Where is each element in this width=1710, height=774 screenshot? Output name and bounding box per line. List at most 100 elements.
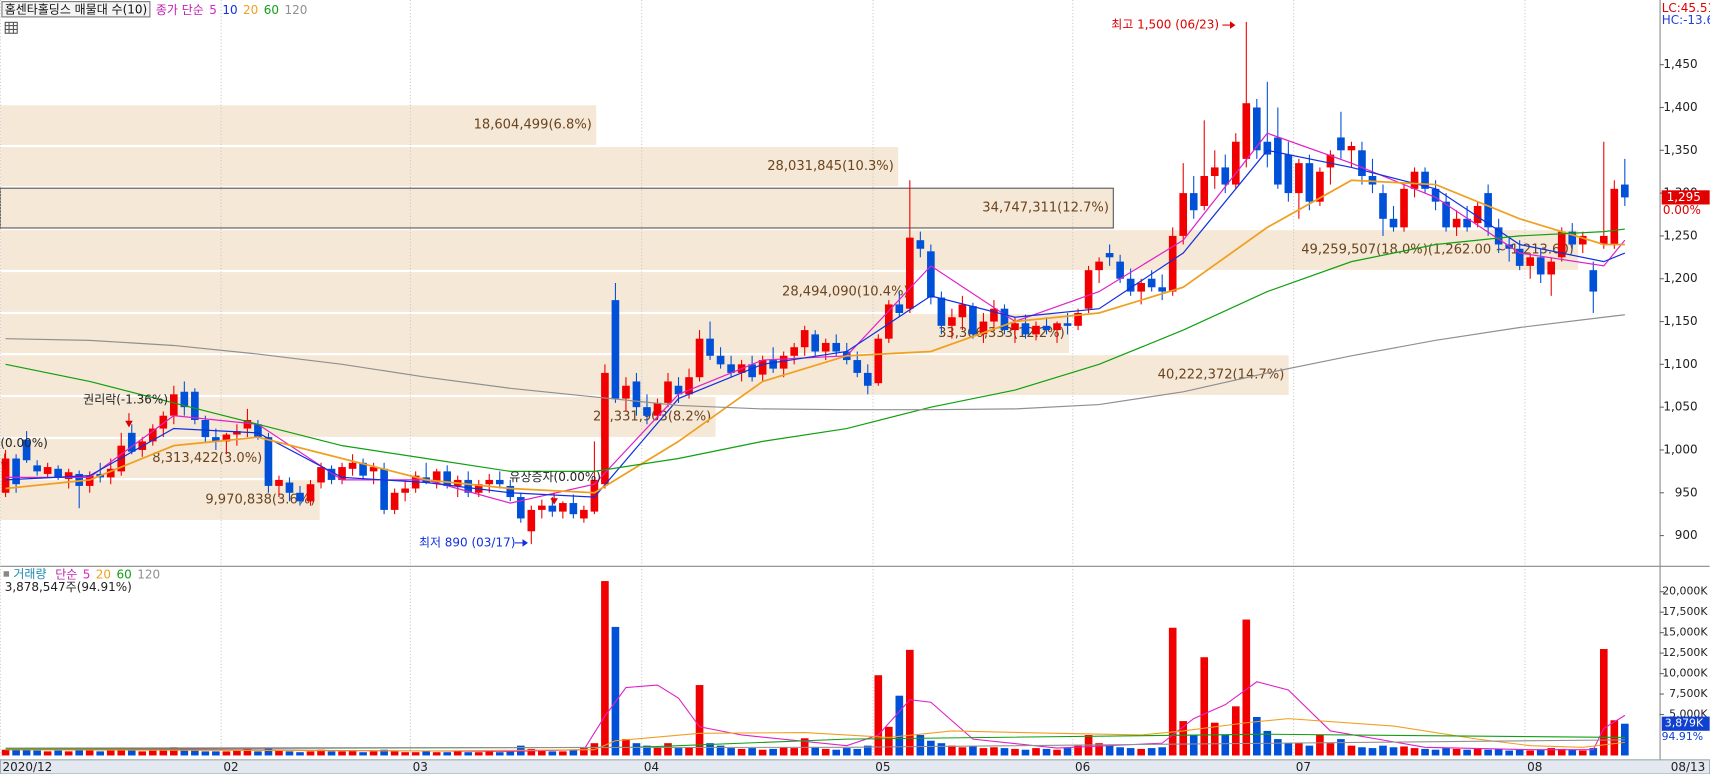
volume-bar xyxy=(1473,748,1482,756)
candle-body xyxy=(948,317,956,326)
candle-body xyxy=(748,364,756,378)
candle-body xyxy=(1599,235,1608,245)
volume-bar xyxy=(716,745,725,756)
volume-bar xyxy=(895,695,904,756)
volume-bar xyxy=(1253,716,1261,756)
volume-bar xyxy=(958,747,967,756)
volume-bar xyxy=(201,751,210,756)
candle-body xyxy=(1463,218,1471,228)
y-tick-label: 1,000 xyxy=(1663,442,1697,456)
candle-body xyxy=(821,342,830,352)
marks-layer xyxy=(1,21,1629,756)
volume-bar xyxy=(727,748,735,756)
volume-bar xyxy=(1000,748,1009,756)
candle-body xyxy=(1242,103,1251,159)
candle-body xyxy=(1578,235,1587,245)
legend-item: 20 xyxy=(96,567,111,581)
volume-bar xyxy=(170,747,178,756)
candle-body xyxy=(12,458,20,485)
y-tick-label: 15,000K xyxy=(1662,626,1708,639)
candle-body xyxy=(1105,253,1114,258)
volume-bar xyxy=(811,747,820,756)
candle-body xyxy=(937,297,946,326)
y-tick-label: 1,200 xyxy=(1663,271,1697,285)
candle-body xyxy=(590,479,599,512)
candle-body xyxy=(264,437,273,486)
volume-bar xyxy=(1147,748,1156,756)
candle-body xyxy=(1442,201,1450,228)
candle-body xyxy=(1011,323,1019,331)
candle-body xyxy=(1189,193,1198,211)
volume-bar xyxy=(580,748,588,756)
profile-bar xyxy=(0,187,1114,229)
volume-bar xyxy=(1305,745,1314,756)
volume-bar xyxy=(979,748,988,756)
x-tick-label: 07 xyxy=(1296,760,1311,774)
volume-bar xyxy=(1221,734,1230,756)
volume-bar xyxy=(348,750,357,756)
volume-bar xyxy=(1116,747,1124,756)
event-label: (0.00%) xyxy=(0,436,47,450)
candle-body xyxy=(1473,205,1482,224)
volume-bar xyxy=(969,746,977,756)
candle-body xyxy=(1000,308,1009,331)
volume-bar xyxy=(1189,734,1198,756)
candle-body xyxy=(1536,257,1545,275)
volume-bar xyxy=(212,751,220,756)
legend-title: 거래량 xyxy=(13,567,46,581)
volume-bar xyxy=(821,748,830,756)
candle-body xyxy=(243,419,252,429)
volume-bar xyxy=(264,748,273,756)
volume-bar xyxy=(842,748,851,756)
volume-bar xyxy=(1126,748,1135,756)
candle-body xyxy=(306,484,315,502)
candle-body xyxy=(1210,167,1219,176)
candle-body xyxy=(1326,154,1335,168)
candle-body xyxy=(22,439,31,461)
volume-bar xyxy=(306,751,315,756)
candle-body xyxy=(233,431,241,435)
low-arrow xyxy=(514,539,528,547)
ma-line xyxy=(5,314,1625,411)
candle-body xyxy=(1200,175,1209,206)
x-tick-label: 08 xyxy=(1527,760,1542,774)
candle-body xyxy=(317,467,325,483)
legend-item: 5 xyxy=(209,2,217,16)
candle-body xyxy=(884,304,893,339)
volume-bar xyxy=(1578,750,1587,756)
ma-line xyxy=(5,179,1625,494)
volume-bar xyxy=(1494,748,1503,756)
volume-bar xyxy=(948,745,956,756)
volume-bar xyxy=(1231,706,1240,756)
candle-body xyxy=(1221,167,1230,185)
profile-label: 28,031,845(10.3%) xyxy=(767,159,894,174)
volume-bar xyxy=(1095,743,1103,756)
volume-bar xyxy=(632,743,641,756)
candle-body xyxy=(685,377,693,395)
volume-bar xyxy=(527,748,536,756)
x-tick-label: 03 xyxy=(413,760,428,774)
candle-body xyxy=(1589,270,1598,292)
candle-body xyxy=(1526,257,1535,266)
volume-bar xyxy=(748,748,756,756)
legend-item: 120 xyxy=(284,2,307,16)
candle-body xyxy=(1358,150,1366,176)
volume-bar xyxy=(43,751,52,756)
candle-body xyxy=(979,321,988,335)
candle-body xyxy=(275,479,283,486)
volume-bar xyxy=(1526,750,1535,756)
ma-line xyxy=(5,228,1625,472)
candle-body xyxy=(432,471,441,483)
volume-bar xyxy=(559,751,567,756)
profile-label: 40,222,372(14.7%) xyxy=(1158,368,1285,383)
volume-bar xyxy=(1326,743,1335,756)
volume-bar xyxy=(338,751,346,756)
candle-body xyxy=(611,300,620,399)
candle-body xyxy=(779,355,788,369)
volume-bar xyxy=(1284,743,1293,756)
candle-body xyxy=(800,330,809,348)
candle-body xyxy=(1547,261,1556,275)
volume-ma-line xyxy=(5,718,1625,752)
volume-bar xyxy=(12,748,20,756)
last-volume-box xyxy=(1661,716,1710,731)
